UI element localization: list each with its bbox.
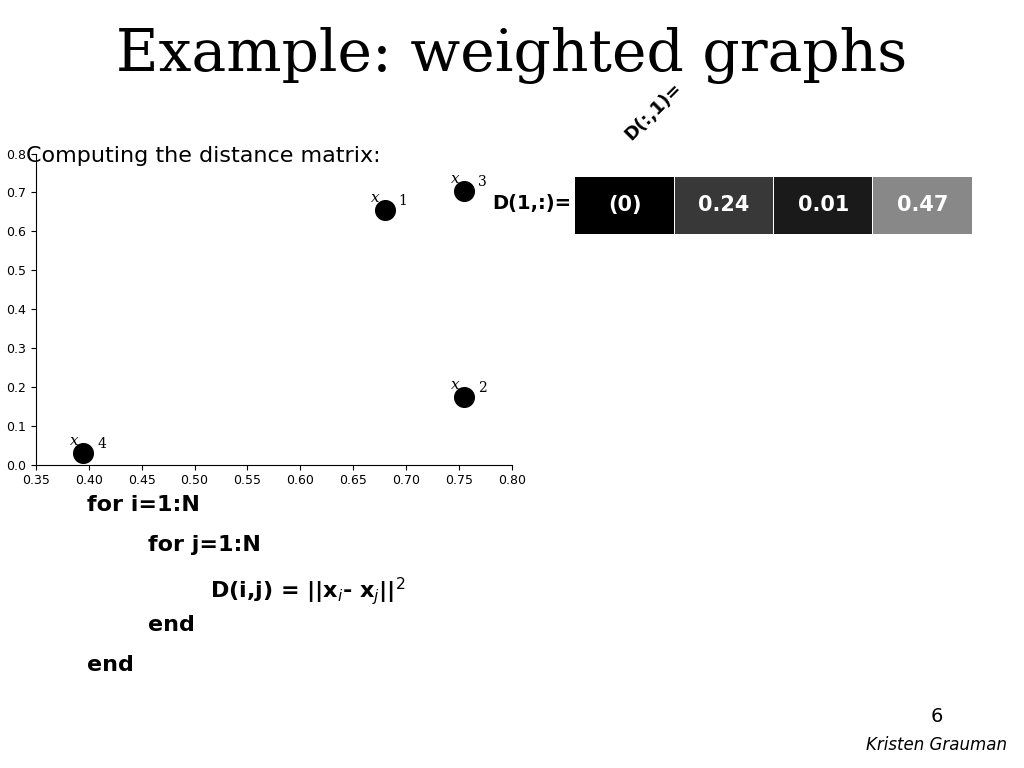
Text: D(:,1)=: D(:,1)= bbox=[622, 79, 685, 144]
Text: Example: weighted graphs: Example: weighted graphs bbox=[117, 27, 907, 84]
Text: 6: 6 bbox=[931, 707, 943, 726]
Text: x: x bbox=[371, 191, 380, 205]
Text: for i=1:N: for i=1:N bbox=[87, 495, 200, 515]
Text: x: x bbox=[451, 378, 459, 392]
Text: 3: 3 bbox=[478, 175, 486, 189]
Text: 4: 4 bbox=[97, 438, 106, 452]
Text: 0.01: 0.01 bbox=[798, 195, 849, 216]
Text: x: x bbox=[70, 435, 78, 449]
Point bbox=[456, 390, 472, 402]
Point bbox=[377, 204, 393, 216]
Text: 1: 1 bbox=[398, 194, 408, 208]
Text: end: end bbox=[148, 615, 196, 635]
Text: (0): (0) bbox=[608, 195, 641, 216]
Point bbox=[76, 447, 92, 459]
Text: 2: 2 bbox=[478, 381, 486, 395]
Text: Kristen Grauman: Kristen Grauman bbox=[866, 737, 1008, 754]
Text: D(i,j) = ||$\mathbf{x}_i$- $\mathbf{x}_j$||$^2$: D(i,j) = ||$\mathbf{x}_i$- $\mathbf{x}_j… bbox=[210, 575, 406, 607]
Text: 0.47: 0.47 bbox=[897, 195, 948, 216]
Text: x: x bbox=[451, 172, 459, 186]
Text: Computing the distance matrix:: Computing the distance matrix: bbox=[26, 146, 380, 166]
Text: for j=1:N: for j=1:N bbox=[148, 535, 261, 555]
Point bbox=[456, 184, 472, 197]
Text: D(1,:)=: D(1,:)= bbox=[493, 194, 571, 213]
Text: end: end bbox=[87, 655, 134, 675]
Text: 0.24: 0.24 bbox=[698, 195, 750, 216]
